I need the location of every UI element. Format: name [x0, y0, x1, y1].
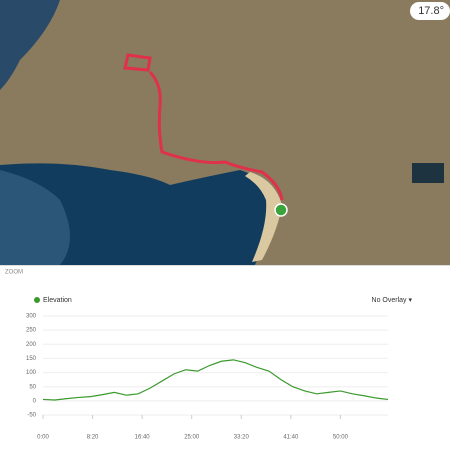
overlay-select[interactable]: No Overlay ▾ [372, 297, 413, 304]
legend-label: Elevation [43, 297, 72, 304]
y-tick-label: 50 [29, 384, 36, 390]
x-tick-label: 25:00 [184, 435, 200, 441]
map-beach [245, 172, 282, 262]
route [123, 53, 284, 201]
y-tick-label: 300 [26, 314, 37, 320]
elevation-line [42, 359, 389, 401]
x-tick-label: 50:00 [333, 435, 349, 441]
y-tick-label: 250 [26, 328, 37, 334]
y-tick-label: 200 [26, 342, 37, 348]
temperature: 17.8° [418, 5, 444, 17]
y-tick-label: 0 [33, 398, 37, 404]
x-tick-label: 8:20 [87, 435, 99, 441]
map-sea [0, 0, 60, 90]
temperature-badge [410, 2, 450, 20]
y-tick-label: 100 [26, 370, 37, 376]
x-tick-label: 0:00 [37, 435, 49, 441]
x-tick-label: 41:40 [283, 435, 299, 441]
map-pond [412, 163, 444, 183]
x-tick-label: 16:40 [135, 435, 151, 441]
map-sea [0, 170, 70, 265]
y-tick-label: -50 [27, 413, 36, 419]
y-tick-label: 150 [26, 356, 37, 362]
start-marker [274, 203, 288, 217]
legend-marker [34, 297, 40, 303]
zoom-label[interactable]: ZOOM [5, 270, 23, 276]
map: 17.8° [0, 0, 450, 265]
x-tick-label: 33:20 [234, 435, 250, 441]
